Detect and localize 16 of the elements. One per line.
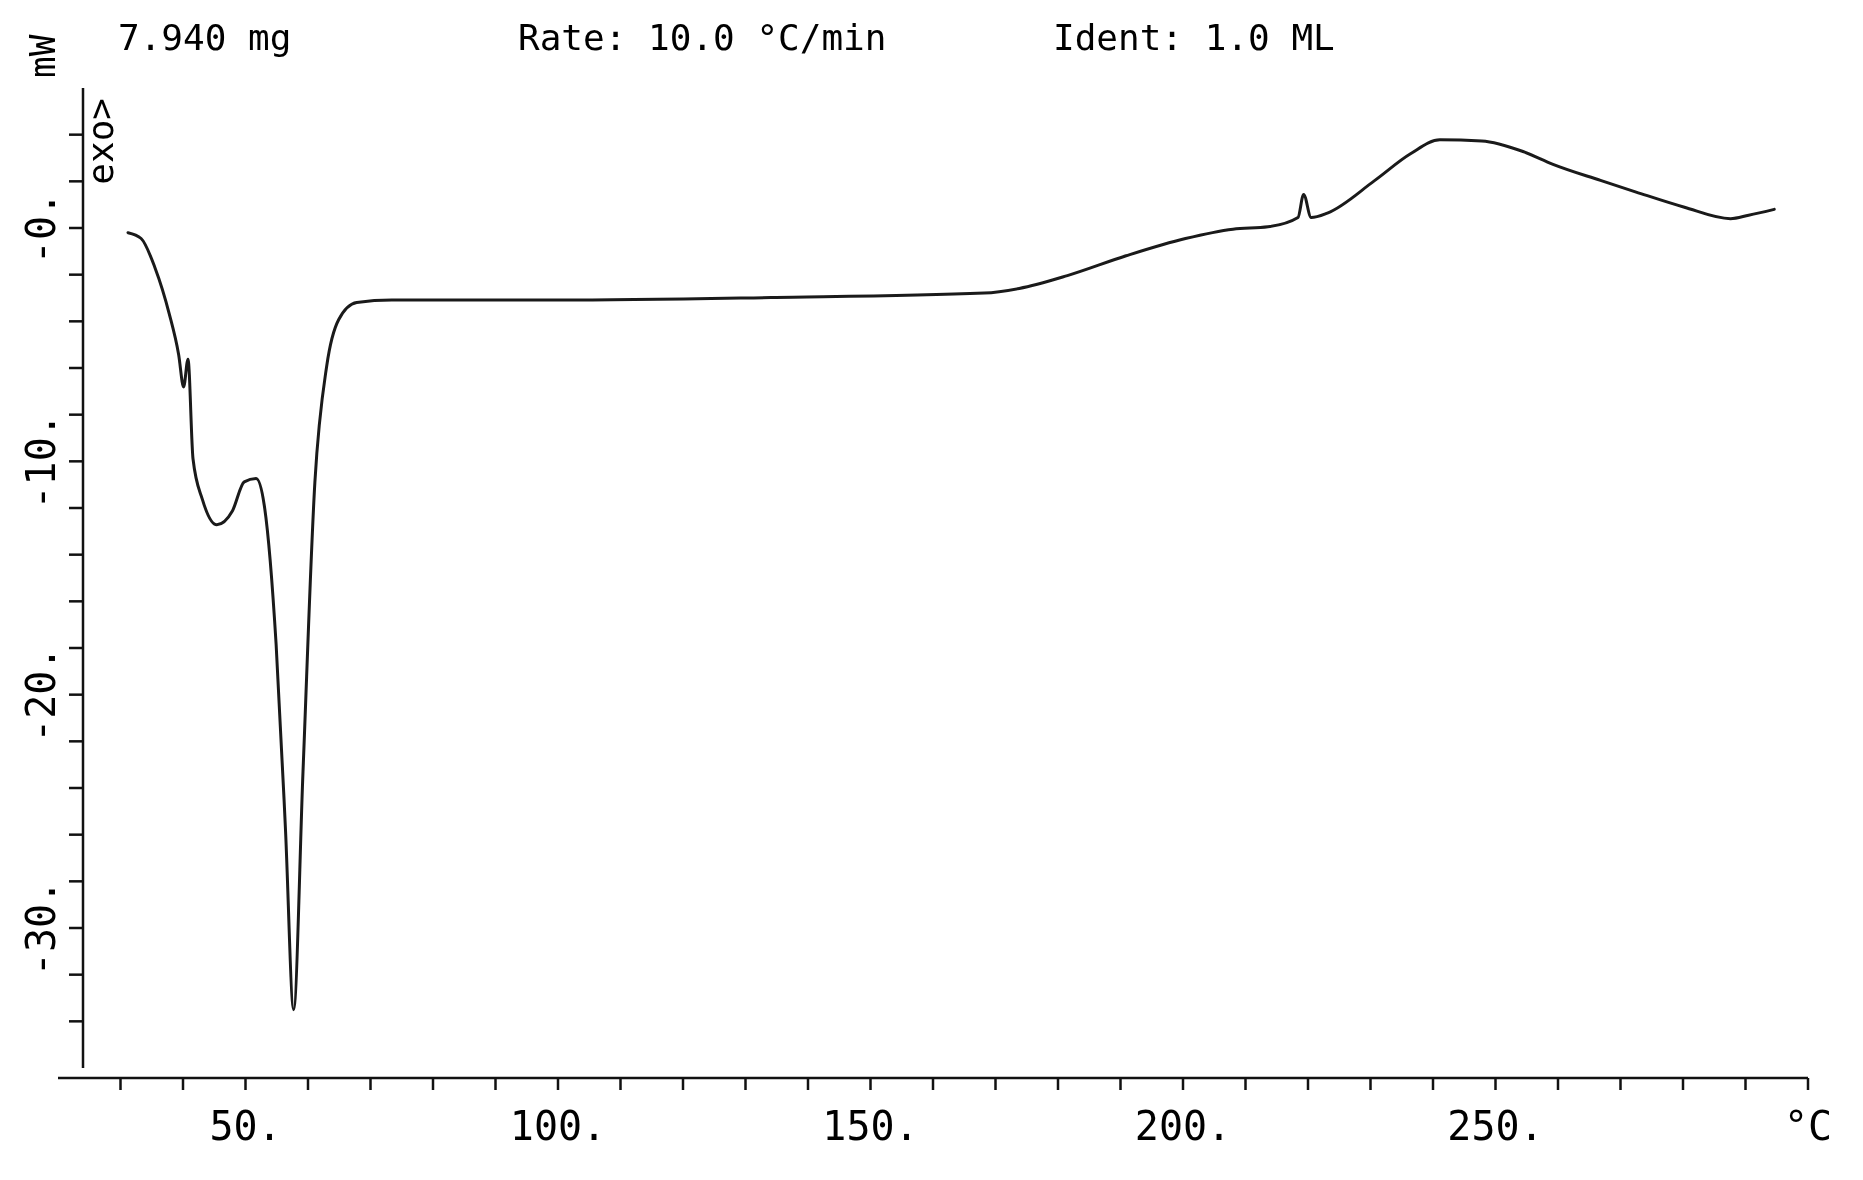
y-tick-label: -30. (18, 879, 64, 977)
y-axis-title: mW (22, 34, 63, 78)
annotation: exo> (80, 98, 121, 185)
line-series (126, 138, 1776, 1012)
text: Ident: 1.0 ML (1053, 17, 1335, 58)
y-tick-label: -20. (18, 646, 64, 743)
y-tick-label: -10. (18, 413, 64, 510)
y-tick-label: -0. (18, 191, 64, 265)
text: 7.940 mg (118, 17, 292, 58)
x-tick-label: 200. (1134, 1103, 1232, 1149)
x-tick-label: 150. (822, 1103, 919, 1149)
x-tick-label: °C (1783, 1103, 1833, 1149)
text: Rate: 10.0 °C/min (518, 17, 887, 58)
x-tick-label: 250. (1447, 1103, 1544, 1149)
x-tick-label: 50. (209, 1103, 282, 1149)
x-tick-label: 100. (509, 1103, 607, 1149)
